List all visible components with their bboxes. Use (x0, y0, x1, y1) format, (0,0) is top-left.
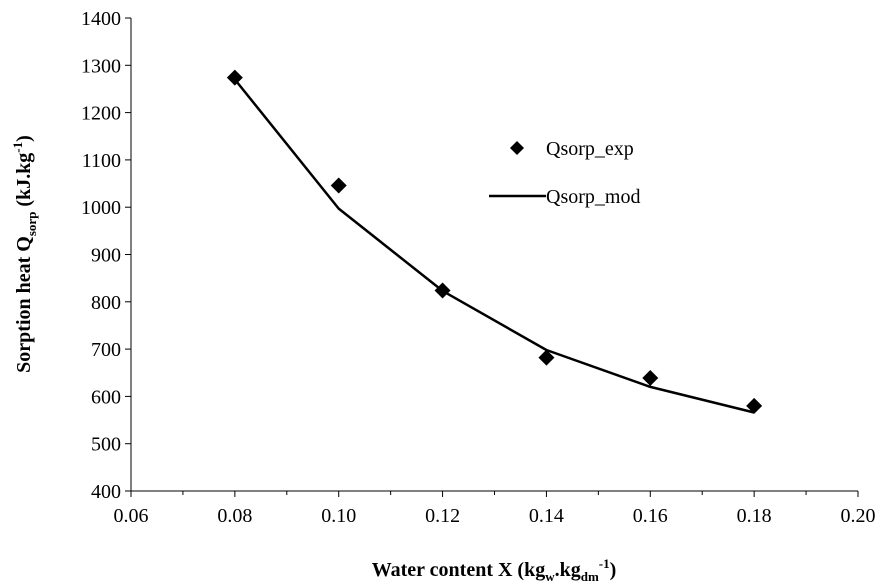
series-layer (226, 69, 763, 414)
x-ticks: 0.06 0.08 0.10 0.12 0.14 0.16 0.18 0.20 (114, 491, 876, 527)
y-tick-label: 1300 (81, 55, 121, 77)
data-point-Qsorp_exp (642, 369, 659, 386)
x-axis-title-mid: .kg (555, 559, 581, 581)
x-tick-label: 0.20 (841, 505, 876, 527)
legend-label-exp: Qsorp_exp (546, 138, 634, 160)
y-tick-label: 1000 (81, 197, 121, 219)
x-axis-title-main: Water content X (kg (372, 559, 546, 581)
x-axis-title-sub2: dm (581, 569, 599, 584)
y-tick-label: 700 (91, 339, 121, 361)
y-axis-title-sub: sorp (24, 212, 39, 237)
y-tick-label: 900 (91, 245, 121, 267)
x-tick-label: 0.16 (633, 505, 668, 527)
series-line-Qsorp_mod (233, 78, 755, 414)
x-tick-label: 0.06 (114, 505, 149, 527)
legend: Qsorp_exp Qsorp_mod (489, 138, 640, 208)
y-axis-title-mid: (kJ.kg (13, 153, 35, 212)
legend-item-mod: Qsorp_mod (489, 186, 640, 208)
x-tick-label: 0.14 (529, 505, 564, 527)
legend-diamond-marker (510, 141, 524, 155)
legend-label-mod: Qsorp_mod (546, 186, 640, 208)
y-axis-title-main: Sorption heat Q (13, 236, 35, 373)
x-axis-title: Water content X (kgw.kgdm-1) (372, 556, 617, 584)
data-point-Qsorp_exp (746, 397, 763, 414)
y-tick-label: 1100 (82, 150, 121, 172)
x-axis-title-end: ) (610, 559, 617, 581)
y-ticks: 400 500 600 700 800 900 1000 1100 1200 1300 1400 (81, 8, 131, 503)
y-tick-label: 600 (91, 386, 121, 408)
data-point-Qsorp_exp (538, 349, 555, 366)
x-tick-label: 0.08 (217, 505, 252, 527)
data-point-Qsorp_exp (226, 69, 243, 86)
x-tick-label: 0.18 (737, 505, 772, 527)
data-point-Qsorp_exp (330, 177, 347, 194)
y-tick-label: 400 (91, 481, 121, 503)
x-axis-title-sub1: w (545, 569, 555, 584)
data-point-Qsorp_exp (434, 282, 451, 299)
y-tick-label: 800 (91, 292, 121, 314)
x-tick-label: 0.12 (425, 505, 460, 527)
y-tick-label: 1200 (81, 103, 121, 125)
y-axis-title: Sorption heat Qsorp (kJ.kg-1) (10, 135, 39, 373)
y-tick-label: 500 (91, 434, 121, 456)
y-tick-label: 1400 (81, 8, 121, 30)
x-axis-title-sup: -1 (599, 556, 610, 571)
x-tick-label: 0.10 (321, 505, 356, 527)
legend-item-exp: Qsorp_exp (510, 138, 634, 160)
y-axis-title-end: ) (13, 135, 35, 142)
plot-area: 400 500 600 700 800 900 1000 1100 1200 1300 1400 0… (81, 8, 876, 527)
y-axis-title-sup: -1 (10, 142, 25, 153)
